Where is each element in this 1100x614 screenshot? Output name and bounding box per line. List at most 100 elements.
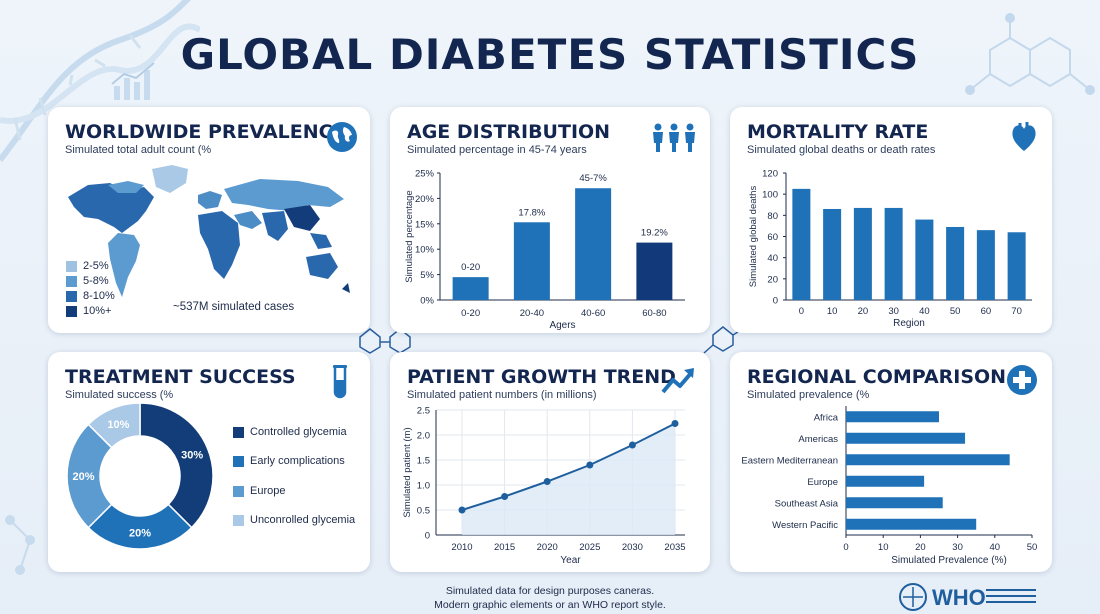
legend-swatch <box>66 260 77 272</box>
regional-subtitle: Simulated prevalence (% <box>747 389 870 401</box>
footer-note: Simulated data for design purposes caner… <box>350 584 750 612</box>
slice-label: 20% <box>129 528 151 540</box>
y-tick-label: 20% <box>415 194 435 205</box>
globe-icon <box>327 122 357 152</box>
bar <box>792 188 811 300</box>
treatment-subtitle: Simulated success (% <box>65 389 174 401</box>
slice-label: 10% <box>107 419 129 431</box>
x-tick-label: 2015 <box>494 542 515 553</box>
legend-label: Europe <box>250 485 286 497</box>
x-tick-label: 30 <box>888 306 899 317</box>
bar <box>976 230 995 300</box>
y-tick-label: 120 <box>762 169 778 180</box>
growth-line-chart: 0 0.5 1.0 1.5 2.0 2.5 2010 2015 2020 2025 2030 2035… <box>402 406 686 567</box>
x-tick-label: 30 <box>952 542 963 553</box>
data-label: 17.8% <box>518 207 545 218</box>
donut-slice <box>66 423 113 529</box>
prevalence-title: WORLDWIDE PREVALENCE <box>65 121 346 143</box>
y-tick-label: 60 <box>767 232 778 243</box>
x-tick-label: 2020 <box>537 542 558 553</box>
legend-item: 10%+ <box>66 305 111 317</box>
x-tick-label: 0 <box>843 542 848 553</box>
prevalence-card: WORLDWIDE PREVALENCE Simulated total adu… <box>48 107 370 333</box>
legend-swatch <box>233 455 244 467</box>
bar <box>823 208 842 300</box>
age-bar-chart: 0% 5% 10% 15% 20% 25% 0-20 0-20 17.8% 20-40 45-7% 4… <box>404 169 685 331</box>
x-tick-label: 2025 <box>579 542 600 553</box>
y-axis-label: Simulated percentage <box>404 190 415 282</box>
y-tick-label: 2.0 <box>417 431 430 442</box>
y-tick-label: 0 <box>773 296 778 307</box>
footer-line-2: Modern graphic elements or an WHO report… <box>434 599 666 611</box>
mortality-title: MORTALITY RATE <box>747 121 929 143</box>
test-tube-icon <box>333 365 347 399</box>
treatment-card: TREATMENT SUCCESS Simulated success (% 3… <box>48 352 370 572</box>
x-tick-label: 2035 <box>664 542 685 553</box>
x-tick-label: 40 <box>919 306 930 317</box>
legend-swatch <box>233 485 244 497</box>
bar <box>636 242 673 300</box>
y-tick-label: 5% <box>420 270 434 281</box>
data-point <box>501 493 509 500</box>
y-tick-label: 15% <box>415 219 435 230</box>
legend-label: 2-5% <box>83 260 109 272</box>
who-text: WHO <box>932 585 986 610</box>
footer-line-1: Simulated data for design purposes caner… <box>445 585 655 597</box>
x-tick-label: 0 <box>799 306 804 317</box>
data-point <box>628 441 636 449</box>
y-tick-label: 1.5 <box>417 456 430 467</box>
data-label: 0-20 <box>461 262 480 273</box>
legend-item: Controlled glycemia <box>233 426 347 438</box>
treatment-donut-chart: 30% 20% 20% 10% <box>66 402 214 550</box>
x-tick-label: 10 <box>827 306 838 317</box>
age-title: AGE DISTRIBUTION <box>407 121 611 143</box>
heart-icon <box>1012 122 1036 151</box>
legend-label: Early complications <box>250 455 345 467</box>
legend-label: 10%+ <box>83 305 112 317</box>
x-tick-label: 60-80 <box>642 308 666 319</box>
x-tick-label: 0-20 <box>461 308 480 319</box>
bar <box>1007 232 1026 300</box>
x-tick-label: 20-40 <box>520 308 544 319</box>
bar <box>915 219 934 300</box>
legend-label: 8-10% <box>83 290 115 302</box>
growth-subtitle: Simulated patient numbers (in millions) <box>407 389 597 401</box>
people-icon <box>653 123 695 152</box>
legend-item: Unconrolled glycemia <box>233 514 355 526</box>
x-axis-label: Region <box>893 318 925 329</box>
y-tick-label: 100 <box>762 190 778 201</box>
cases-label: ~537M simulated cases <box>173 301 295 313</box>
donut-slice <box>87 503 193 550</box>
x-tick-label: 2010 <box>451 542 472 553</box>
data-point <box>671 420 679 427</box>
data-point <box>586 461 594 469</box>
bar <box>846 497 943 509</box>
data-point <box>458 506 466 514</box>
bar <box>452 277 489 300</box>
legend-item: Early complications <box>233 455 345 467</box>
growth-title: PATIENT GROWTH TREND <box>407 366 676 388</box>
bar <box>946 226 965 300</box>
bar <box>846 411 939 423</box>
mortality-card: MORTALITY RATE Simulated global deaths o… <box>730 107 1052 333</box>
y-tick-label: 80 <box>767 211 778 222</box>
bar <box>846 475 925 487</box>
regional-card: REGIONAL COMPARISON Simulated prevalence… <box>730 352 1052 572</box>
legend-item: 8-10% <box>66 290 115 302</box>
data-label: 19.2% <box>641 228 668 239</box>
data-point <box>543 478 551 485</box>
series-line <box>461 422 676 511</box>
y-tick-label: 0 <box>425 531 430 542</box>
y-tick-label: 0.5 <box>417 506 430 517</box>
y-tick-label: 40 <box>767 253 778 264</box>
x-tick-label: 50 <box>1027 542 1038 553</box>
y-tick-label: 10% <box>415 245 435 256</box>
donut-slice <box>87 402 141 449</box>
y-tick-label: 20 <box>767 274 778 285</box>
y-tick-label: 0% <box>420 296 434 307</box>
y-tick-label: 2.5 <box>417 406 430 417</box>
category-label: Europe <box>807 477 838 488</box>
data-label: 45-7% <box>579 173 607 184</box>
legend-swatch <box>233 514 244 526</box>
world-map <box>68 165 350 297</box>
